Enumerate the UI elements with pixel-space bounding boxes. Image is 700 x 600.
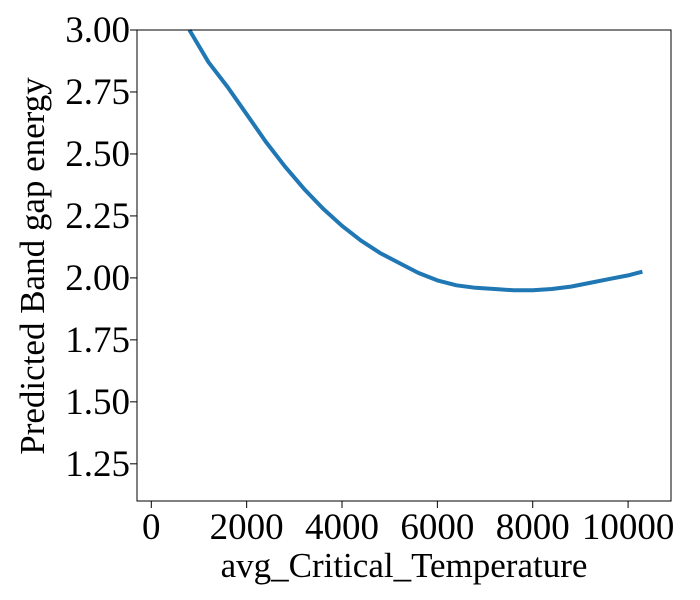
y-tick-label: 3.00: [65, 10, 130, 51]
y-tick-label: 1.25: [65, 444, 130, 485]
x-tick-label: 4000: [305, 507, 379, 548]
y-tick-label: 2.75: [65, 72, 130, 113]
x-tick-label: 6000: [400, 507, 474, 548]
y-axis: 1.25 1.50 1.75 2.00 2.25 2.50 2.75 3.00: [65, 10, 137, 485]
series-line: [187, 28, 643, 293]
y-tick-label: 2.25: [65, 196, 130, 237]
x-tick-label: 10000: [582, 507, 675, 548]
y-tick-label: 2.00: [65, 258, 130, 299]
y-tick-label: 1.75: [65, 320, 130, 361]
x-tick-label: 8000: [496, 507, 570, 548]
x-tick-label: 2000: [210, 507, 284, 548]
y-tick-label: 2.50: [65, 134, 130, 175]
y-tick-label: 1.50: [65, 382, 130, 423]
x-axis-title: avg_Critical_Temperature: [221, 546, 588, 585]
plot-frame: [136, 29, 672, 502]
y-axis-title: Predicted Band gap energy: [13, 77, 52, 455]
x-tick-label: 0: [142, 507, 161, 548]
x-axis: 0 2000 4000 6000 8000 10000: [142, 501, 674, 548]
series-layer: [187, 28, 643, 293]
